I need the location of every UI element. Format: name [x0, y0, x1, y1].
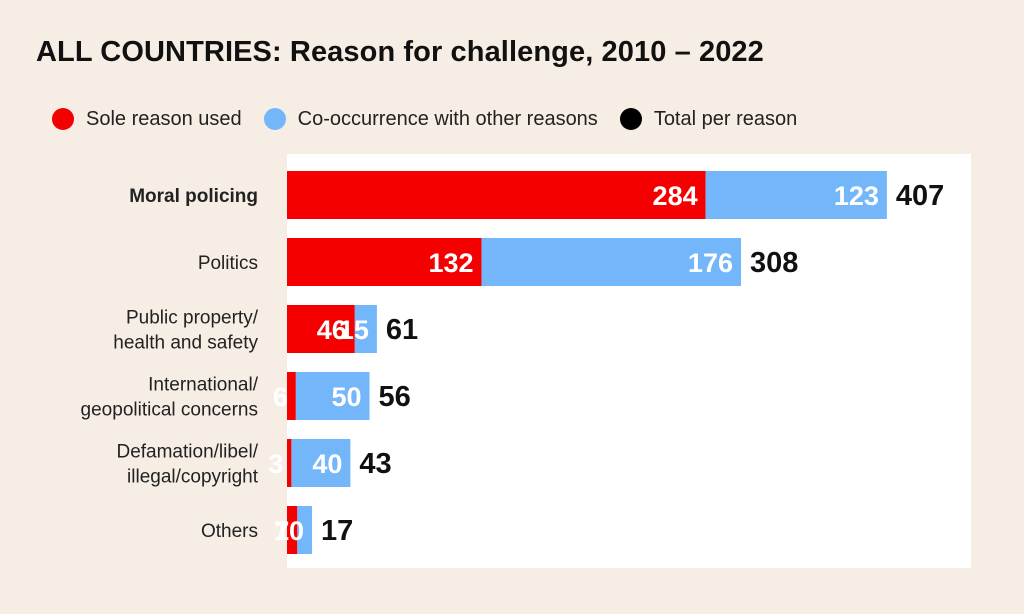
- bar-sole: [287, 439, 292, 487]
- bar-cooccurrence-value: 10: [274, 516, 304, 546]
- bar-total-value: 308: [750, 247, 798, 279]
- bar-total-value: 56: [379, 381, 411, 413]
- bar-cooccurrence-value: 123: [834, 181, 879, 211]
- bar-total-value: 43: [359, 448, 391, 480]
- bar-sole: [287, 372, 296, 420]
- legend-item-cooccurrence: Co-occurrence with other reasons: [263, 107, 598, 131]
- category-label: illegal/copyright: [127, 467, 259, 488]
- bar-sole-value: 6: [273, 382, 288, 412]
- bar-cooccurrence: [295, 372, 370, 420]
- bar-cooccurrence: [705, 171, 887, 219]
- category-label: health and safety: [113, 333, 258, 354]
- legend-swatch-sole: [52, 108, 74, 130]
- bar-cooccurrence: [481, 238, 741, 286]
- category-label: Politics: [198, 253, 258, 274]
- bar-cooccurrence-value: 15: [339, 315, 369, 345]
- category-label: International/: [148, 375, 259, 396]
- legend-label-cooccurrence: Co-occurrence with other reasons: [297, 107, 598, 130]
- bar-cooccurrence-value: 50: [331, 382, 361, 412]
- legend-label-total: Total per reason: [653, 107, 798, 130]
- chart-title: ALL COUNTRIES: Reason for challenge, 201…: [36, 36, 764, 68]
- bar-sole: [287, 171, 706, 219]
- bar-sole: [287, 506, 298, 554]
- bar-sole-value: 7: [274, 516, 289, 546]
- legend-swatch-total: [619, 108, 642, 130]
- bar-sole-value: 132: [429, 248, 474, 278]
- bar-sole: [287, 305, 355, 353]
- bar-total-value: 407: [896, 180, 944, 212]
- category-label: Others: [201, 521, 258, 542]
- bar-cooccurrence-value: 176: [688, 248, 733, 278]
- bar-sole: [287, 238, 482, 286]
- bar-cooccurrence-value: 40: [312, 449, 342, 479]
- bar-cooccurrence: [297, 506, 313, 554]
- legend-item-sole: Sole reason used: [52, 108, 242, 131]
- category-label: Moral policing: [129, 186, 258, 207]
- legend-label-sole: Sole reason used: [86, 107, 242, 130]
- bar-sole-value: 3: [268, 449, 283, 479]
- bar-total-value: 61: [386, 314, 418, 346]
- category-label: Public property/: [126, 308, 259, 329]
- bar-cooccurrence: [291, 439, 351, 487]
- bar-sole-value: 284: [653, 181, 698, 211]
- bar-cooccurrence: [354, 305, 377, 353]
- legend: Sole reason used Co-occurrence with othe…: [52, 104, 819, 134]
- bar-total-value: 17: [321, 515, 353, 547]
- legend-swatch-cooccurrence: [263, 108, 286, 130]
- legend-item-total: Total per reason: [619, 107, 798, 131]
- bar-sole-value: 46: [317, 315, 347, 345]
- plot-area: [287, 154, 971, 568]
- category-label: Defamation/libel/: [116, 442, 258, 463]
- category-label: geopolitical concerns: [81, 400, 258, 421]
